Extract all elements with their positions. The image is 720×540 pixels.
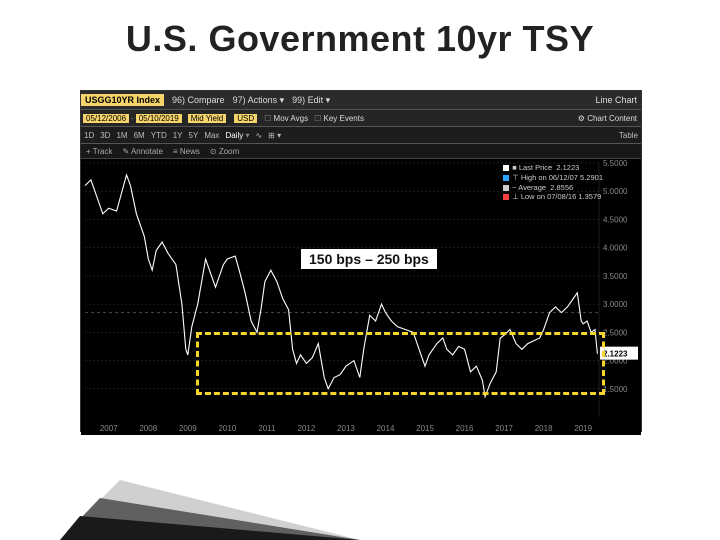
svg-text:2015: 2015 bbox=[416, 424, 434, 433]
svg-text:2.5000: 2.5000 bbox=[603, 328, 628, 337]
svg-text:1.5000: 1.5000 bbox=[603, 385, 628, 394]
range-ytd[interactable]: YTD bbox=[151, 131, 167, 140]
chart-legend: ■ Last Price 2.1223 ⊤ High on 06/12/07 5… bbox=[503, 163, 603, 202]
currency[interactable]: USD bbox=[234, 114, 257, 123]
slide-title: U.S. Government 10yr TSY bbox=[0, 18, 720, 60]
edit-button[interactable]: 99) Edit ▾ bbox=[292, 95, 330, 106]
compare-button[interactable]: 96) Compare bbox=[172, 95, 225, 105]
svg-text:2013: 2013 bbox=[337, 424, 355, 433]
range-1m[interactable]: 1M bbox=[116, 131, 127, 140]
range-6m[interactable]: 6M bbox=[134, 131, 145, 140]
svg-text:2019: 2019 bbox=[574, 424, 592, 433]
price-type[interactable]: Mid Yield bbox=[188, 114, 226, 123]
frequency-select[interactable]: Daily bbox=[225, 131, 249, 140]
key-events-toggle[interactable]: Key Events bbox=[314, 114, 364, 123]
date-start[interactable]: 05/12/2006 bbox=[83, 114, 129, 123]
annotate-button[interactable]: ✎ Annotate bbox=[122, 147, 163, 156]
table-button[interactable]: Table bbox=[619, 131, 638, 140]
chart-type-label: Line Chart bbox=[595, 95, 637, 105]
svg-text:4.0000: 4.0000 bbox=[603, 244, 628, 253]
svg-text:2014: 2014 bbox=[377, 424, 395, 433]
svg-text:4.5000: 4.5000 bbox=[603, 215, 628, 224]
bloomberg-chart: USGG10YR Index 96) Compare 97) Actions ▾… bbox=[80, 90, 642, 432]
ticker-badge: USGG10YR Index bbox=[81, 94, 164, 106]
news-button[interactable]: ≡ News bbox=[173, 147, 200, 156]
svg-text:3.0000: 3.0000 bbox=[603, 300, 628, 309]
terminal-topbar: USGG10YR Index 96) Compare 97) Actions ▾… bbox=[81, 91, 641, 110]
range-1y[interactable]: 1Y bbox=[173, 131, 183, 140]
svg-text:2018: 2018 bbox=[535, 424, 553, 433]
svg-text:5.0000: 5.0000 bbox=[603, 187, 628, 196]
svg-text:2008: 2008 bbox=[139, 424, 157, 433]
terminal-subbar: + Track ✎ Annotate ≡ News ⊙ Zoom bbox=[81, 144, 641, 159]
settings-icon[interactable]: ⊞ ▾ bbox=[268, 131, 281, 140]
plot-area: 1.50002.00002.50003.00003.50004.00004.50… bbox=[81, 159, 641, 435]
svg-text:2010: 2010 bbox=[218, 424, 236, 433]
actions-button[interactable]: 97) Actions ▾ bbox=[233, 95, 285, 106]
slide-decoration-wedge bbox=[60, 460, 360, 540]
svg-text:2007: 2007 bbox=[100, 424, 118, 433]
range-1d[interactable]: 1D bbox=[84, 131, 94, 140]
svg-text:2011: 2011 bbox=[258, 424, 276, 433]
svg-text:2016: 2016 bbox=[456, 424, 474, 433]
range-max[interactable]: Max bbox=[204, 131, 219, 140]
svg-text:2012: 2012 bbox=[298, 424, 316, 433]
bps-annotation: 150 bps – 250 bps bbox=[301, 249, 437, 269]
svg-text:2.1223: 2.1223 bbox=[603, 350, 628, 359]
chart-content-button[interactable]: ⚙ Chart Content bbox=[578, 114, 637, 123]
range-5y[interactable]: 5Y bbox=[189, 131, 199, 140]
zoom-button[interactable]: ⊙ Zoom bbox=[210, 147, 239, 156]
mov-avgs-toggle[interactable]: Mov Avgs bbox=[264, 114, 308, 123]
svg-text:2017: 2017 bbox=[495, 424, 513, 433]
track-button[interactable]: + Track bbox=[86, 147, 112, 156]
terminal-datebar: 05/12/2006 - 05/10/2019 Mid Yield USD Mo… bbox=[81, 110, 641, 127]
terminal-range-controls: 1D 3D 1M 6M YTD 1Y 5Y Max Daily ∿ ⊞ ▾ Ta… bbox=[81, 127, 641, 144]
date-end[interactable]: 05/10/2019 bbox=[136, 114, 182, 123]
chart-style-icon[interactable]: ∿ bbox=[255, 131, 262, 140]
svg-text:3.5000: 3.5000 bbox=[603, 272, 628, 281]
range-3d[interactable]: 3D bbox=[100, 131, 110, 140]
svg-text:5.5000: 5.5000 bbox=[603, 159, 628, 168]
svg-text:2009: 2009 bbox=[179, 424, 197, 433]
